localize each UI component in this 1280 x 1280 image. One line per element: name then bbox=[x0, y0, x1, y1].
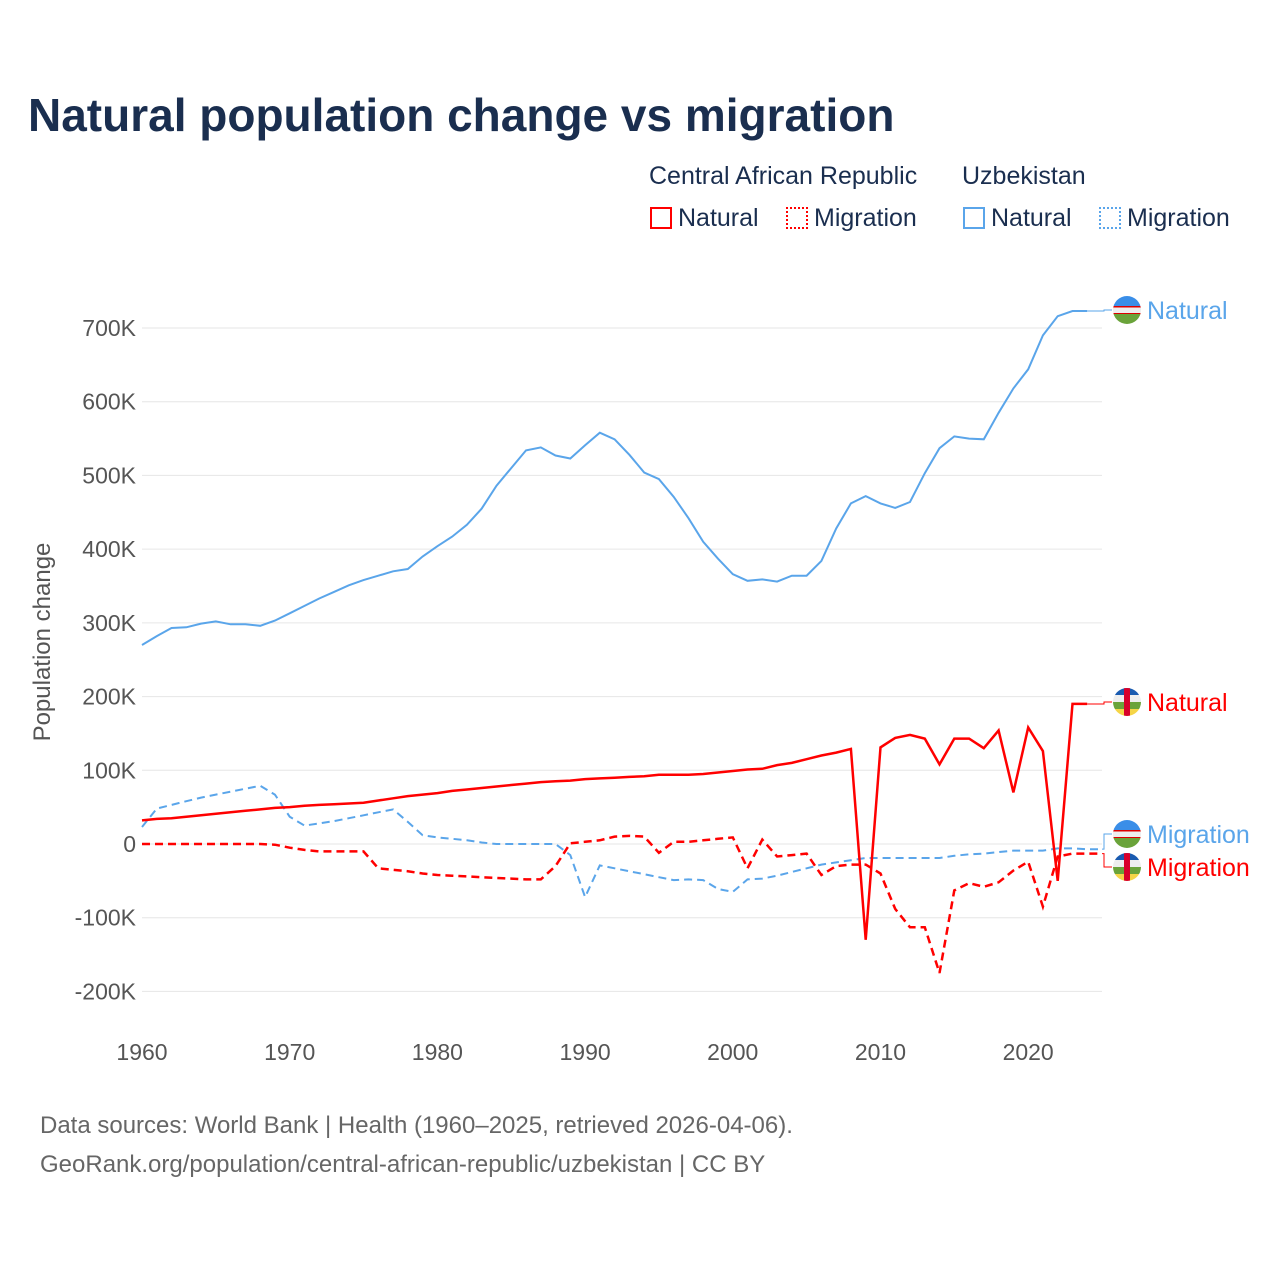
label-connector bbox=[1087, 701, 1112, 705]
series-end-label: Natural bbox=[1147, 297, 1228, 325]
x-tick-label: 2000 bbox=[707, 1039, 758, 1065]
legend-swatch-solid bbox=[650, 207, 672, 229]
label-connector bbox=[1102, 853, 1112, 868]
legend-label: Migration bbox=[1127, 204, 1230, 232]
x-tick-label: 2020 bbox=[1003, 1039, 1054, 1065]
y-tick-label: -100K bbox=[75, 905, 137, 931]
legend-swatch-dotted bbox=[786, 207, 808, 229]
y-tick-label: 700K bbox=[82, 315, 136, 341]
legend-swatch-dotted bbox=[1099, 207, 1121, 229]
legend-swatch-solid bbox=[963, 207, 985, 229]
label-connector bbox=[1087, 309, 1112, 312]
x-tick-label: 2010 bbox=[855, 1039, 906, 1065]
source-link[interactable]: GeoRank.org/population/central-african-r… bbox=[40, 1151, 766, 1178]
y-tick-label: 100K bbox=[82, 757, 136, 783]
legend-group-title-car: Central African Republic bbox=[649, 162, 918, 190]
y-tick-label: -200K bbox=[75, 978, 137, 1004]
series-end-label: Natural bbox=[1147, 689, 1228, 717]
legend-car-natural[interactable]: Natural bbox=[650, 204, 759, 233]
legend-label: Migration bbox=[814, 204, 917, 232]
chart-title: Natural population change vs migration bbox=[28, 89, 895, 141]
data-source-text: Data sources: World Bank | Health (1960–… bbox=[40, 1112, 793, 1139]
car-flag-icon bbox=[1113, 688, 1141, 716]
series-line-central-african-republic-migration[interactable] bbox=[142, 834, 1102, 974]
series-end-label: Migration bbox=[1147, 854, 1250, 882]
legend-car-migration[interactable]: Migration bbox=[786, 204, 917, 233]
series-line-uzbekistan-natural[interactable] bbox=[141, 310, 1088, 646]
series-line-uzbekistan-migration[interactable] bbox=[141, 784, 1102, 900]
car-flag-icon bbox=[1113, 853, 1141, 881]
label-connector bbox=[1102, 833, 1112, 850]
y-tick-label: 600K bbox=[82, 389, 136, 415]
uzbekistan-flag-icon bbox=[1113, 296, 1141, 324]
y-axis-label: Population change bbox=[29, 543, 56, 742]
legend-group-title-uzbekistan: Uzbekistan bbox=[962, 162, 1086, 190]
uzbekistan-flag-icon bbox=[1113, 820, 1141, 848]
x-tick-label: 1960 bbox=[116, 1039, 167, 1065]
legend-uzbekistan-natural[interactable]: Natural bbox=[963, 204, 1072, 233]
y-tick-label: 0 bbox=[123, 831, 136, 857]
y-tick-label: 500K bbox=[82, 462, 136, 488]
y-tick-label: 200K bbox=[82, 684, 136, 710]
legend-label: Natural bbox=[678, 204, 759, 232]
series-end-label: Migration bbox=[1147, 821, 1250, 849]
footer: Data sources: World Bank | Health (1960–… bbox=[40, 1106, 793, 1184]
series-line-central-african-republic-natural[interactable] bbox=[141, 702, 1088, 940]
x-tick-label: 1970 bbox=[264, 1039, 315, 1065]
y-tick-label: 400K bbox=[82, 536, 136, 562]
x-tick-label: 1990 bbox=[559, 1039, 610, 1065]
y-tick-label: 300K bbox=[82, 610, 136, 636]
legend-label: Natural bbox=[991, 204, 1072, 232]
legend-uzbekistan-migration[interactable]: Migration bbox=[1099, 204, 1230, 233]
x-tick-label: 1980 bbox=[412, 1039, 463, 1065]
